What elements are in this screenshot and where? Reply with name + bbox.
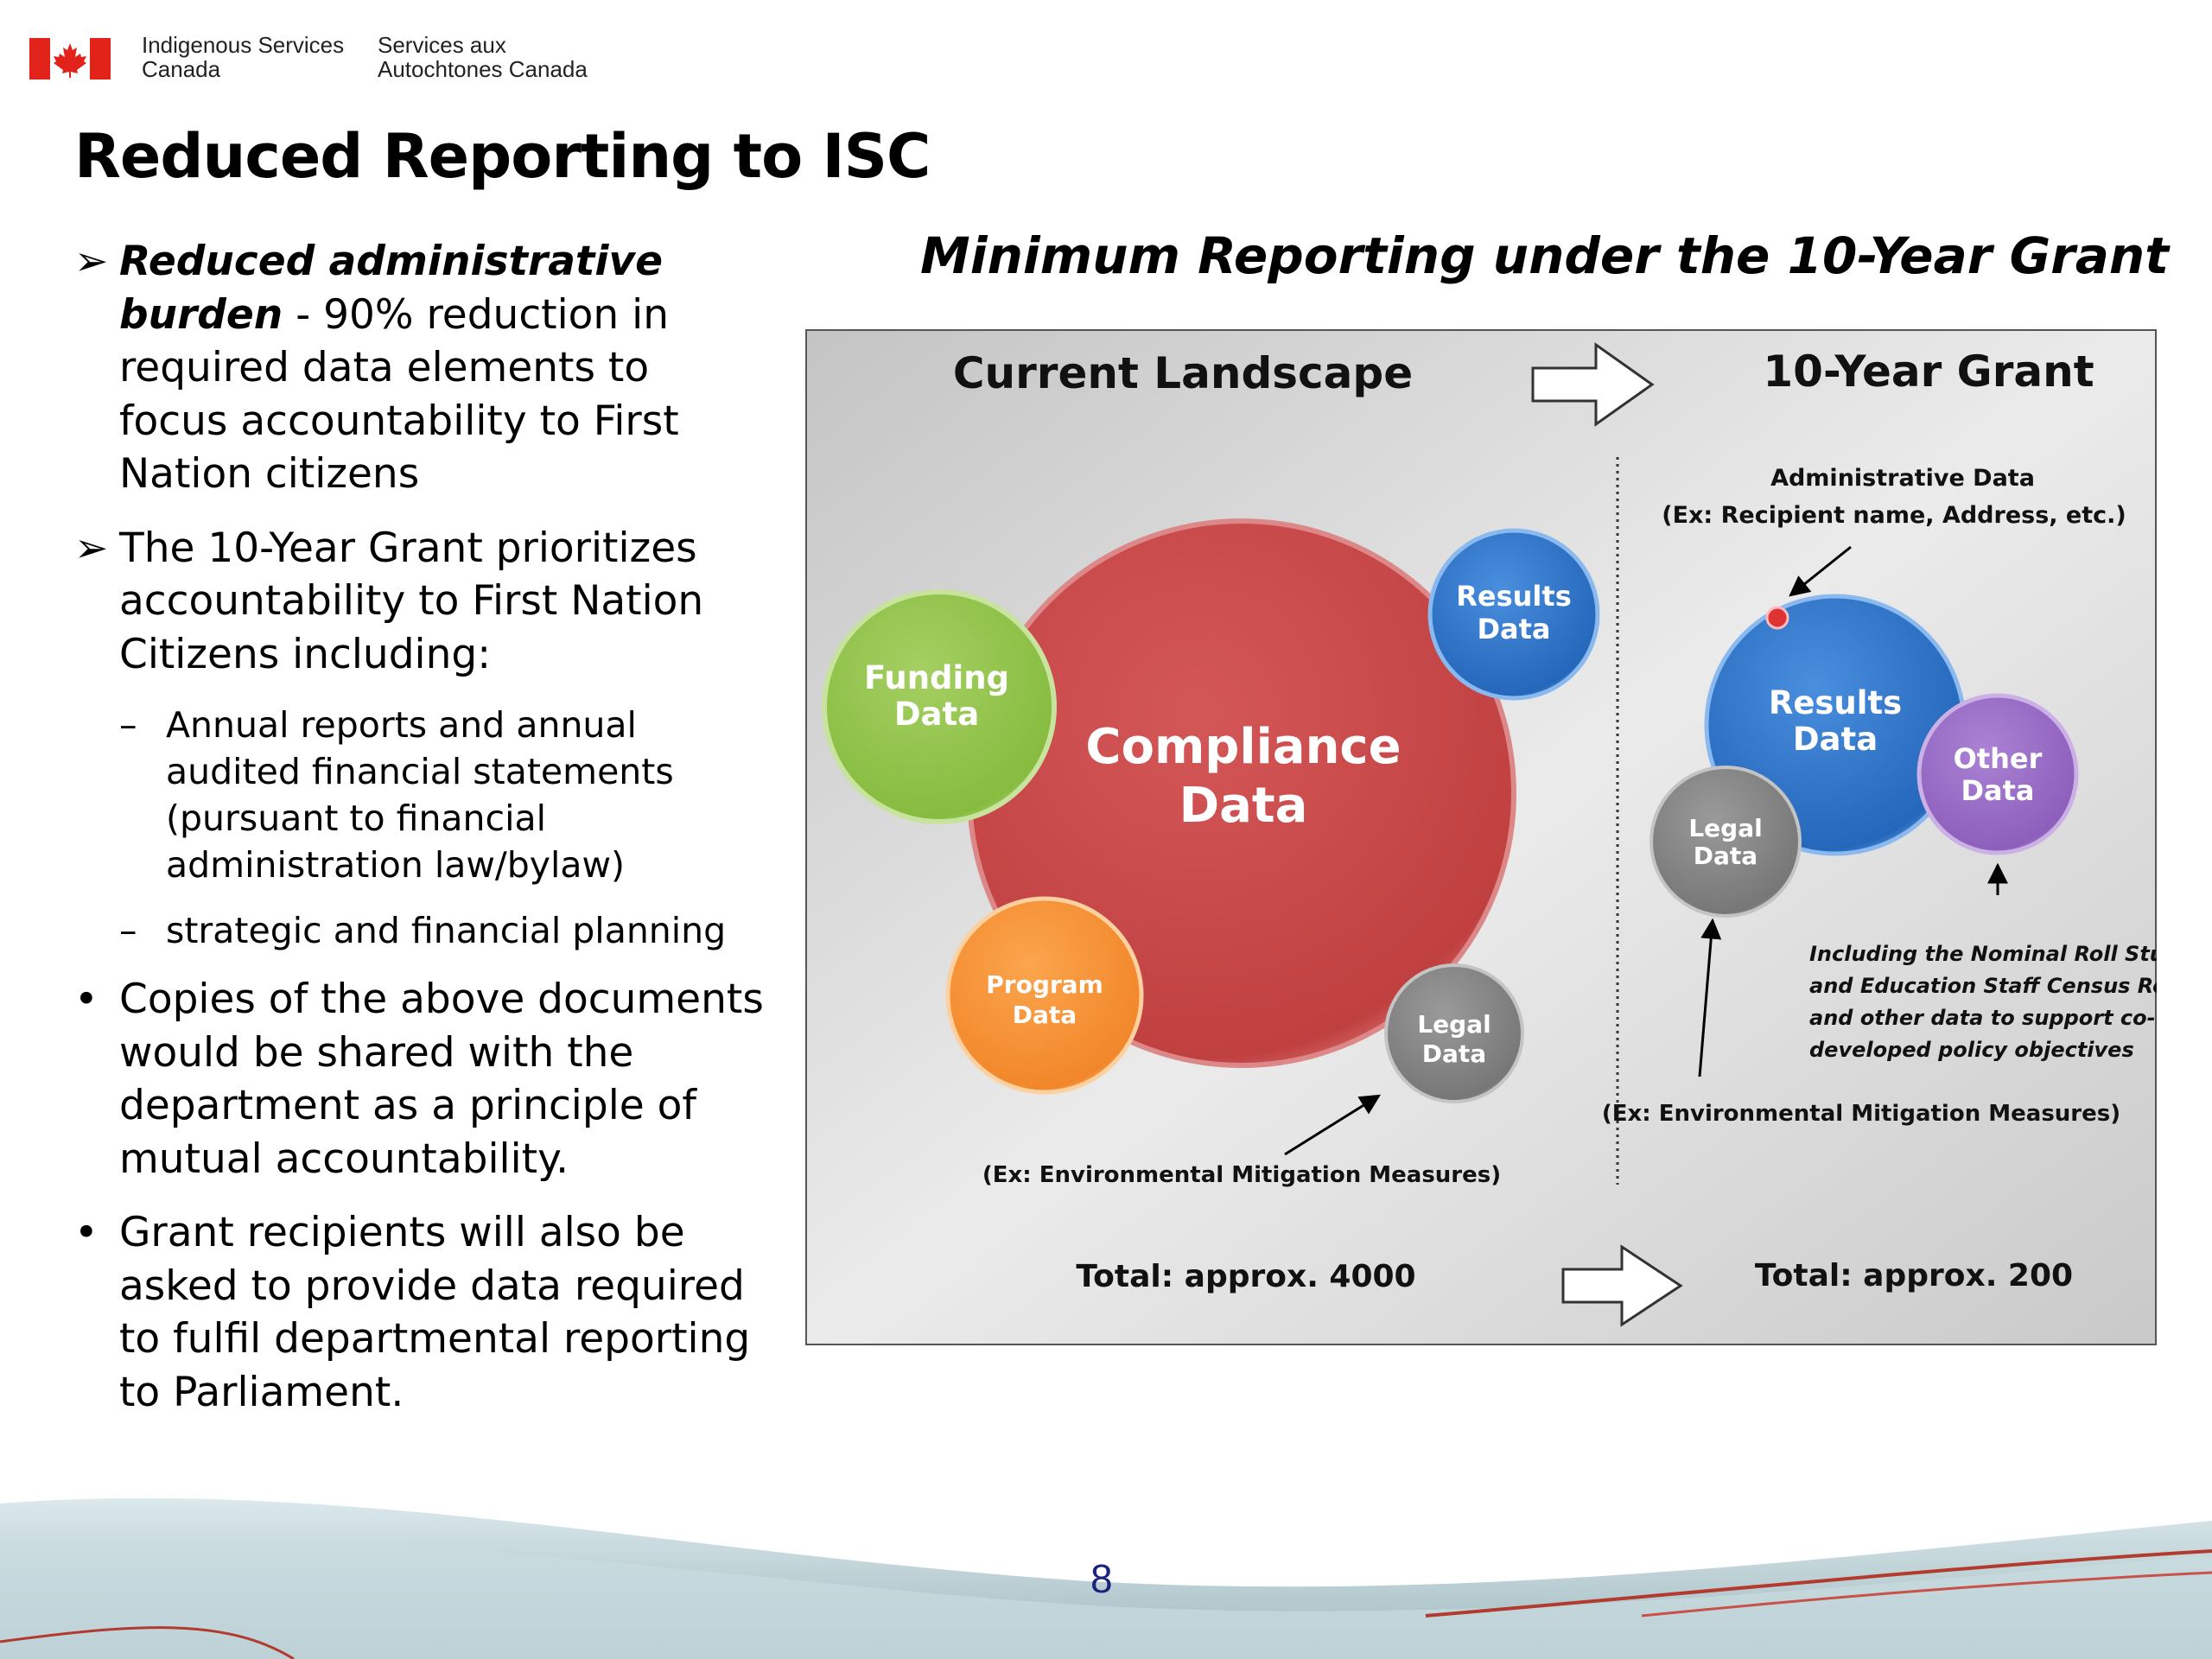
other-data-bubble [1916,693,2079,855]
bullet-text: strategic and financial planning [166,910,727,951]
bullet-list: ➢ Reduced administrative burden - 90% re… [74,235,766,1440]
legal-data-bubble [1384,963,1524,1103]
admin-example-label: (Ex: Recipient name, Address, etc.) [1662,502,2126,529]
bullet-item: • Copies of the above documents would be… [74,973,766,1185]
other-label-2: Data [1961,774,2034,807]
bullet-text: - 90% reduction in required data element… [119,290,679,499]
other-label-1: Other [1954,742,2043,775]
bullet-emphasis: Reduced administrative burden [119,238,664,339]
arrow-pointer-icon [1789,545,1852,597]
results-label-2: Data [1477,613,1550,645]
total-left: Total: approx. 4000 [1076,1259,1415,1294]
env-example-left: (Ex: Environmental Mitigation Measures) [982,1162,1501,1188]
funding-data-bubble [822,589,1057,824]
legal-data-bubble-grant [1649,766,1802,918]
results-label-1: Results [1456,580,1571,613]
reporting-diagram: Current Landscape 10-Year Grant Complian… [805,329,2157,1345]
right-arrow-icon [1531,342,1655,427]
bullet-marker: • [74,1209,99,1256]
bullet-item: ➢ Reduced administrative burden - 90% re… [74,235,766,501]
sub-bullet-item: – Annual reports and annual audited fina… [74,702,766,888]
env-example-right: (Ex: Environmental Mitigation Measures) [1602,1101,2120,1127]
arrow-pointer-icon [1698,918,1722,1077]
department-en-line1: Indigenous Services [142,32,345,58]
department-en-line2: Canada [142,56,221,82]
admin-data-dot [1765,606,1789,630]
current-landscape-heading: Current Landscape [953,348,1413,398]
results-data-bubble [1427,528,1600,701]
bullet-marker: ➢ [74,524,109,572]
bullet-text: Copies of the above documents would be s… [119,976,764,1183]
ten-year-grant-heading: 10-Year Grant [1763,346,2094,397]
bullet-item: ➢ The 10-Year Grant prioritizes accounta… [74,522,766,682]
bullet-text: Annual reports and annual audited financ… [166,704,674,886]
funding-label-2: Data [894,696,979,733]
page-number: 8 [1090,1556,1113,1601]
program-data-bubble [945,896,1144,1095]
results-grant-label-2: Data [1793,721,1878,758]
bullet-marker: • [74,976,99,1023]
diagram-title: Minimum Reporting under the 10-Year Gran… [920,226,2169,285]
other-note-1: Including the Nominal Roll Student [1809,942,2157,966]
bullet-text: The 10-Year Grant prioritizes accountabi… [119,524,704,678]
legal-grant-label-1: Legal [1688,814,1762,842]
bullet-marker: – [119,910,137,951]
bullet-marker: – [119,704,137,746]
department-fr-line2: Autochtones Canada [378,56,588,82]
legal-label-2: Data [1422,1039,1486,1068]
canada-flag-icon [29,38,111,79]
arrow-pointer-icon [1284,1094,1382,1156]
department-name-en: Indigenous Services Canada [142,33,344,81]
program-label-1: Program [986,970,1103,999]
program-label-2: Data [1013,1001,1077,1029]
bullet-text: Grant recipients will also be asked to p… [119,1209,751,1416]
bullet-item: • Grant recipients will also be asked to… [74,1206,766,1419]
sub-bullet-item: – strategic and financial planning [74,907,766,954]
admin-data-label: Administrative Data [1770,465,2035,492]
legal-grant-label-2: Data [1694,842,1758,870]
compliance-label-2: Data [1179,778,1308,834]
slide-title: Reduced Reporting to ISC [74,121,931,192]
other-note-3: and other data to support co- [1809,1006,2156,1030]
department-fr-line1: Services aux [378,32,506,58]
funding-label-1: Funding [864,659,1009,696]
right-arrow-icon [1561,1244,1683,1327]
legal-label-1: Legal [1417,1010,1491,1039]
department-name-fr: Services aux Autochtones Canada [378,33,588,81]
total-right: Total: approx. 200 [1755,1258,2073,1294]
bullet-marker: ➢ [74,238,109,285]
compliance-label-1: Compliance [1085,719,1401,775]
footer-wave [0,1497,2212,1659]
results-grant-label-1: Results [1769,684,1902,721]
other-note-4: developed policy objectives [1809,1038,2134,1062]
other-note-2: and Education Staff Census Report [1809,974,2157,998]
